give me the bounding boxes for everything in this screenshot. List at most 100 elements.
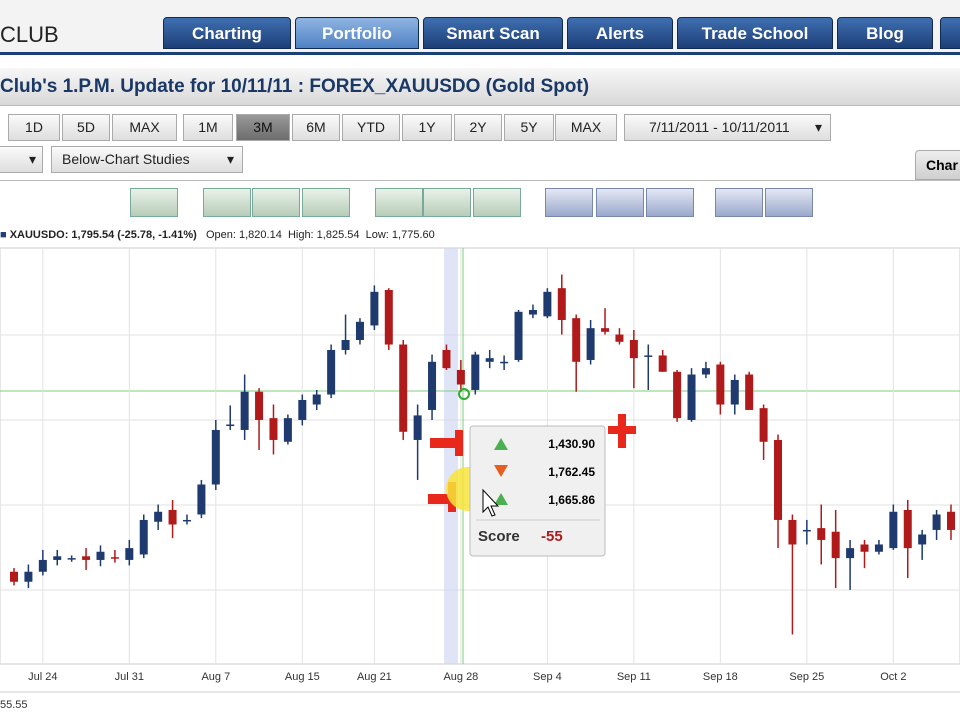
tooltip-value: 1,665.86 <box>548 493 595 507</box>
nav-tab[interactable]: Alerts <box>567 17 673 49</box>
candle-body <box>10 571 18 582</box>
candle-body <box>168 509 177 525</box>
candle-body <box>889 511 898 549</box>
tool-button[interactable] <box>203 188 251 217</box>
dropdown-arrow: ▾ <box>814 119 822 135</box>
dropdown-arrow: ▾ <box>28 151 36 167</box>
candle-body <box>514 311 523 360</box>
x-tick-label: Jul 24 <box>28 671 57 683</box>
candle-body <box>716 364 725 405</box>
tool-button[interactable] <box>473 188 521 217</box>
up-icon <box>494 438 508 450</box>
x-tick-label: Sep 18 <box>703 671 738 683</box>
tool-button[interactable] <box>423 188 471 217</box>
candle-body <box>947 511 955 530</box>
nav-tab[interactable]: Blog <box>837 17 933 49</box>
candle-body <box>759 408 768 442</box>
x-tick-label: Sep 25 <box>789 671 824 683</box>
candle-body <box>24 571 33 582</box>
dropdown-arrow: ▾ <box>226 151 234 167</box>
period-button[interactable]: 1D <box>8 114 60 141</box>
x-tick-label: Aug 7 <box>201 671 230 683</box>
candle-body <box>644 355 653 357</box>
candle-body <box>67 558 76 560</box>
tool-button[interactable] <box>545 188 593 217</box>
candle-body <box>240 391 249 430</box>
tool-button[interactable] <box>375 188 423 217</box>
period-button[interactable]: 6M <box>292 114 340 141</box>
up-icon <box>494 493 508 505</box>
period-button[interactable]: 1Y <box>402 114 452 141</box>
tooltip-box <box>469 425 606 557</box>
candle-body <box>283 418 292 442</box>
candle-body <box>370 291 379 326</box>
date-range[interactable]: 7/11/2011 - 10/11/2011 ▾ <box>624 114 831 141</box>
x-tick-label: Sep 4 <box>533 671 562 683</box>
footer-value: 55.55 <box>0 699 28 711</box>
quote-low: Low: 1,775.60 <box>365 229 435 241</box>
candle-body <box>471 354 480 390</box>
side-tab[interactable]: Char <box>915 150 960 180</box>
studies-dropdown[interactable]: ▾ <box>0 146 43 173</box>
candle-body <box>456 369 465 385</box>
period-button[interactable]: MAX <box>112 114 177 141</box>
tool-button[interactable] <box>715 188 763 217</box>
crosshair-marker <box>458 388 470 400</box>
candle-body <box>38 559 47 572</box>
candle-body <box>269 418 278 440</box>
candle-body <box>139 519 148 555</box>
tool-button[interactable] <box>596 188 644 217</box>
nav-tab[interactable]: Smart Scan <box>423 17 563 49</box>
period-button[interactable]: 1M <box>183 114 233 141</box>
candle-body <box>658 355 667 372</box>
period-button[interactable]: 5Y <box>504 114 554 141</box>
tool-button[interactable] <box>302 188 350 217</box>
below-chart-studies[interactable]: Below-Chart Studies ▾ <box>51 146 243 173</box>
tool-button[interactable] <box>646 188 694 217</box>
candle-body <box>802 529 811 532</box>
x-tick-label: Aug 21 <box>357 671 392 683</box>
nav-tab[interactable]: Charting <box>163 17 291 49</box>
candle-body <box>918 534 927 545</box>
candle-body <box>745 374 754 410</box>
candle-body <box>341 339 350 350</box>
tool-button[interactable] <box>252 188 300 217</box>
tool-button[interactable] <box>765 188 813 217</box>
nav-tab[interactable]: Trade School <box>677 17 833 49</box>
candle-body <box>817 528 826 540</box>
candle-body <box>528 309 537 315</box>
x-tick-label: Aug 28 <box>443 671 478 683</box>
candle-body <box>687 374 696 420</box>
period-button[interactable]: MAX <box>555 114 617 141</box>
quote-symbol: XAUUSDO: 1,795.54 (-25.78, -1.41%) <box>9 229 197 241</box>
quote-high: High: 1,825.54 <box>287 229 360 241</box>
quote-line: ■ XAUUSDO: 1,795.54 (-25.78, -1.41%) Ope… <box>0 229 435 241</box>
x-tick-label: Jul 31 <box>115 671 144 683</box>
candle-body <box>932 514 941 530</box>
candle-body <box>82 556 91 560</box>
period-button[interactable]: 5D <box>62 114 110 141</box>
tool-button[interactable] <box>130 188 178 217</box>
red-arrow <box>430 430 463 456</box>
candle-body <box>255 391 264 420</box>
page-title: Club's 1.P.M. Update for 10/11/11 : FORE… <box>0 68 960 106</box>
candle-body <box>500 361 509 364</box>
candle-body <box>701 368 710 375</box>
candle-body <box>874 544 883 552</box>
candle-body <box>327 349 336 395</box>
x-tick-label: Aug 15 <box>285 671 320 683</box>
candle-body <box>355 321 364 340</box>
candle-body <box>110 557 119 559</box>
candle-body <box>96 551 105 560</box>
period-button[interactable]: 2Y <box>454 114 502 141</box>
x-tick-label: Oct 2 <box>880 671 906 683</box>
nav-tab[interactable] <box>940 17 960 49</box>
divider <box>0 180 960 181</box>
candle-body <box>629 339 638 359</box>
period-button[interactable]: YTD <box>342 114 400 141</box>
period-button[interactable]: 3M <box>236 114 290 141</box>
x-tick-label: Sep 11 <box>617 671 651 683</box>
nav-tab[interactable]: Portfolio <box>295 17 419 49</box>
tooltip-value: 1,762.45 <box>548 465 595 479</box>
date-range-text: 7/11/2011 - 10/11/2011 <box>649 119 790 135</box>
